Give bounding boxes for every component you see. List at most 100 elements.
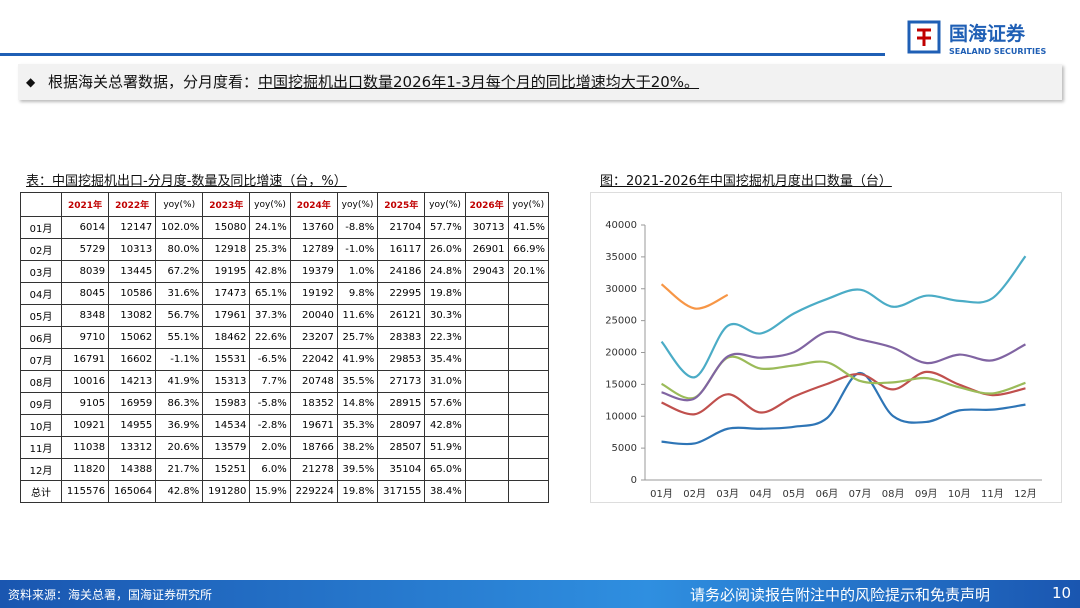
table-cell: 19379 [289,260,338,283]
table-cell: 36.9% [155,414,204,437]
row-label: 03月 [20,260,62,283]
table-cell: 30713 [464,216,509,239]
table-row: 11月 11038 13312 20.6% 13579 2.0% 18766 38.2% 285… [20,436,550,459]
y-tick-label: 30000 [605,284,637,295]
table-cell: 38.4% [424,480,466,503]
row-label: 总计 [20,480,62,503]
row-label: 09月 [20,392,62,415]
table-row: 02月 5729 10313 80.0% 12918 25.3% 12789 -1.0% 161… [20,238,550,261]
x-tick-label: 06月 [816,488,839,500]
empty-cell [464,392,509,415]
logo: 国海证券 SEALAND SECURITIES [907,20,1046,56]
table-cell: 6.0% [249,458,291,481]
table-cell: 19195 [202,260,251,283]
table-row: 09月 9105 16959 86.3% 15983 -5.8% 18352 14.8% 289… [20,392,550,415]
header-cell: yoy(%) [336,192,379,217]
table-row: 05月 8348 13082 56.7% 17961 37.3% 20040 11.6% 261… [20,304,550,327]
chart-border [590,192,1062,503]
table-cell: -2.8% [249,414,291,437]
table-cell: 25.3% [249,238,291,261]
x-tick-label: 03月 [716,488,739,500]
header-cell: 2026年 [464,192,509,217]
table-cell: 25.7% [336,326,379,349]
table-row: 04月 8045 10586 31.6% 17473 65.1% 19192 9.8% 2299… [20,282,550,305]
table-cell: 29043 [464,260,509,283]
table-cell: 20040 [289,304,338,327]
series-line [660,283,729,310]
empty-cell [507,304,550,327]
table-cell: 12918 [202,238,251,261]
table-cell: 14955 [108,414,157,437]
table-cell: 16117 [377,238,426,261]
table-cell: 31.0% [424,370,466,393]
table-cell: 66.9% [507,238,550,261]
table-cell: 165064 [108,480,157,503]
empty-cell [507,392,550,415]
table-cell: 17473 [202,282,251,305]
table-cell: 13579 [202,436,251,459]
bullet-box: ◆ 根据海关总署数据，分月度看：中国挖掘机出口数量2026年1-3月每个月的同比… [18,64,1062,100]
row-label: 11月 [20,436,62,459]
table-cell: 28915 [377,392,426,415]
table-row: 12月 11820 14388 21.7% 15251 6.0% 21278 39.5% 351… [20,458,550,481]
table-cell: 35.5% [336,370,379,393]
empty-cell [507,458,550,481]
table-cell: 26121 [377,304,426,327]
table-cell: 8039 [60,260,110,283]
empty-cell [464,348,509,371]
table-cell: 13760 [289,216,338,239]
table-cell: 38.2% [336,436,379,459]
empty-cell [507,326,550,349]
table-cell: 12147 [108,216,157,239]
table-cell: 12789 [289,238,338,261]
table-cell: 14.8% [336,392,379,415]
table-cell: 30.3% [424,304,466,327]
y-tick-label: 40000 [605,220,637,231]
header-cell: yoy(%) [249,192,291,217]
table-cell: 39.5% [336,458,379,481]
bullet-lead: 根据海关总署数据，分月度看： [48,73,259,91]
table-row: 10月 10921 14955 36.9% 14534 -2.8% 19671 35.3% 28… [20,414,550,437]
row-label: 01月 [20,216,62,239]
table-cell: 86.3% [155,392,204,415]
table-cell: -1.1% [155,348,204,371]
table-cell: 35104 [377,458,426,481]
table-cell: 28097 [377,414,426,437]
table-cell: 31.6% [155,282,204,305]
footer: 资料来源：海关总署，国海证券研究所 请务必阅读报告附注中的风险提示和免责声明 1… [0,580,1080,608]
table-cell: 7.7% [249,370,291,393]
row-label: 12月 [20,458,62,481]
page-number: 10 [1052,584,1072,602]
table-cell: 20748 [289,370,338,393]
empty-cell [507,480,550,503]
table-row: 总计 115576 165064 42.8% 191280 15.9% 229224 19.8… [20,480,550,503]
table-cell: 15251 [202,458,251,481]
table-cell: 16791 [60,348,110,371]
empty-cell [464,282,509,305]
x-tick-label: 04月 [749,488,772,500]
x-tick-label: 01月 [650,488,673,500]
table-cell: 22.3% [424,326,466,349]
empty-cell [507,348,550,371]
table-cell: 22.6% [249,326,291,349]
table-cell: 20.1% [507,260,550,283]
empty-cell [464,304,509,327]
table-cell: 41.5% [507,216,550,239]
chart: 0 5000 10000 15000 20000 25000 30000 35000 40000… [590,192,1062,503]
empty-cell [507,282,550,305]
table-cell: 35.3% [336,414,379,437]
table-cell: 65.0% [424,458,466,481]
row-label: 04月 [20,282,62,305]
table-cell: 15062 [108,326,157,349]
table-cell: 55.1% [155,326,204,349]
x-tick-label: 09月 [915,488,938,500]
table-cell: 22995 [377,282,426,305]
table-cell: 13082 [108,304,157,327]
table-cell: 42.8% [424,414,466,437]
table-cell: 51.9% [424,436,466,459]
table-cell: 9710 [60,326,110,349]
table-cell: 26.0% [424,238,466,261]
row-label: 10月 [20,414,62,437]
row-label: 06月 [20,326,62,349]
table-cell: 9.8% [336,282,379,305]
